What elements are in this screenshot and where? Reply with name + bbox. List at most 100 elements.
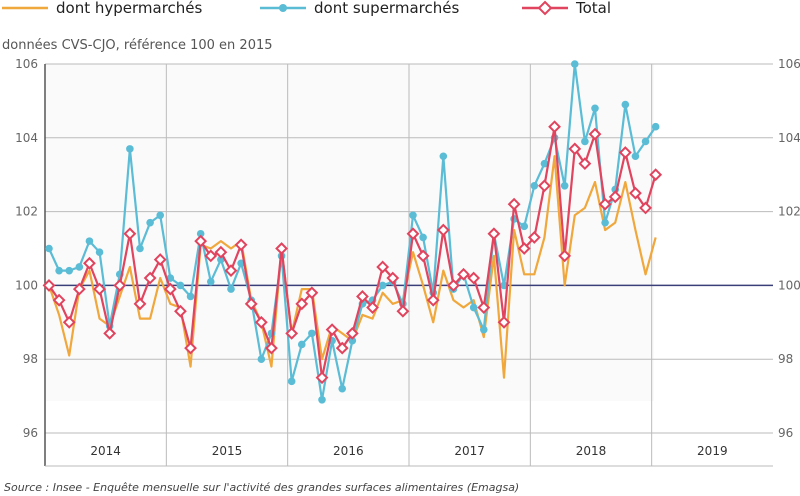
data-point <box>136 244 144 253</box>
data-point <box>123 227 137 241</box>
data-point <box>570 60 579 68</box>
data-point <box>641 137 650 146</box>
data-point <box>194 234 208 248</box>
y-tick-right: 102 <box>778 205 800 219</box>
data-point <box>204 249 218 263</box>
data-point <box>406 227 420 241</box>
data-point <box>295 297 309 311</box>
y-tick-right: 96 <box>778 426 793 440</box>
legend: dont hypermarchés dont supermarchés Total <box>2 0 611 17</box>
data-point <box>103 326 117 340</box>
data-point <box>409 211 417 220</box>
data-point <box>376 260 390 274</box>
data-point <box>184 341 197 355</box>
data-point <box>214 245 228 259</box>
chart-subtitle: données CVS-CJO, référence 100 en 2015 <box>2 38 273 53</box>
data-point <box>287 377 296 386</box>
data-point <box>598 197 612 211</box>
data-point <box>436 223 450 237</box>
year-label: 2016 <box>333 444 364 458</box>
data-point <box>477 301 491 314</box>
data-point <box>538 179 551 193</box>
data-point <box>419 233 427 242</box>
data-point <box>297 340 306 349</box>
data-point <box>497 315 511 329</box>
y-tick-left: 104 <box>15 131 38 145</box>
grid <box>44 63 773 467</box>
data-point <box>176 281 185 290</box>
data-point <box>558 249 572 263</box>
data-point <box>651 122 660 131</box>
data-point <box>133 297 147 311</box>
data-point <box>520 222 529 231</box>
data-point <box>224 264 238 278</box>
data-point <box>93 282 106 296</box>
data-point <box>378 281 387 290</box>
data-point <box>649 168 663 182</box>
data-point <box>95 248 104 256</box>
y-tick-left: 106 <box>15 57 38 71</box>
data-point <box>335 341 349 355</box>
y-tick-left: 96 <box>23 426 38 440</box>
data-point <box>457 267 470 281</box>
data-point <box>186 292 195 301</box>
data-point <box>447 278 460 292</box>
data-point <box>325 323 339 337</box>
data-point <box>308 329 316 338</box>
data-point <box>65 266 74 275</box>
data-point <box>166 274 175 282</box>
data-point <box>126 145 134 153</box>
data-point <box>227 285 235 293</box>
data-point <box>85 237 94 245</box>
legend-label: dont supermarchés <box>314 0 459 17</box>
data-point <box>45 244 53 253</box>
data-point <box>52 293 66 307</box>
data-point <box>234 238 248 252</box>
data-point <box>196 229 205 238</box>
data-point <box>254 315 268 329</box>
data-point <box>305 286 319 300</box>
year-label: 2017 <box>454 444 485 458</box>
data-point <box>568 142 582 156</box>
data-point <box>527 231 541 244</box>
data-point <box>578 157 592 171</box>
y-tick-left: 98 <box>23 352 38 366</box>
data-point <box>517 242 531 255</box>
data-point <box>548 120 561 134</box>
data-point <box>338 384 347 393</box>
data-point <box>55 266 63 275</box>
data-point <box>62 315 76 329</box>
legend-marker <box>279 4 287 12</box>
data-point <box>608 190 622 204</box>
data-point <box>174 304 187 318</box>
y-tick-right: 106 <box>778 57 800 71</box>
data-point <box>83 256 96 270</box>
series-lines <box>42 60 663 404</box>
y-axis-ticks: 96 96 98 98 100 100 102 102 104 104 106 106 <box>15 57 800 440</box>
data-point <box>629 186 642 200</box>
data-point <box>153 253 167 266</box>
data-point <box>318 395 326 404</box>
data-point <box>265 341 278 355</box>
data-point <box>356 290 369 303</box>
year-label: 2014 <box>90 444 121 458</box>
data-point <box>540 159 549 168</box>
data-point <box>639 201 652 215</box>
data-point <box>591 104 599 113</box>
data-point <box>285 326 299 340</box>
data-point <box>156 211 165 220</box>
data-point <box>631 152 640 161</box>
y-tick-left: 100 <box>15 278 38 292</box>
data-point <box>113 278 127 292</box>
legend-label: Total <box>575 0 611 17</box>
data-point <box>439 152 448 161</box>
data-point <box>507 197 521 211</box>
data-point <box>348 336 357 345</box>
year-label: 2019 <box>697 444 728 458</box>
data-point <box>416 249 430 263</box>
data-point <box>560 181 569 190</box>
data-point <box>467 271 481 285</box>
legend-label: dont hypermarchés <box>56 0 203 17</box>
data-point <box>75 263 84 271</box>
